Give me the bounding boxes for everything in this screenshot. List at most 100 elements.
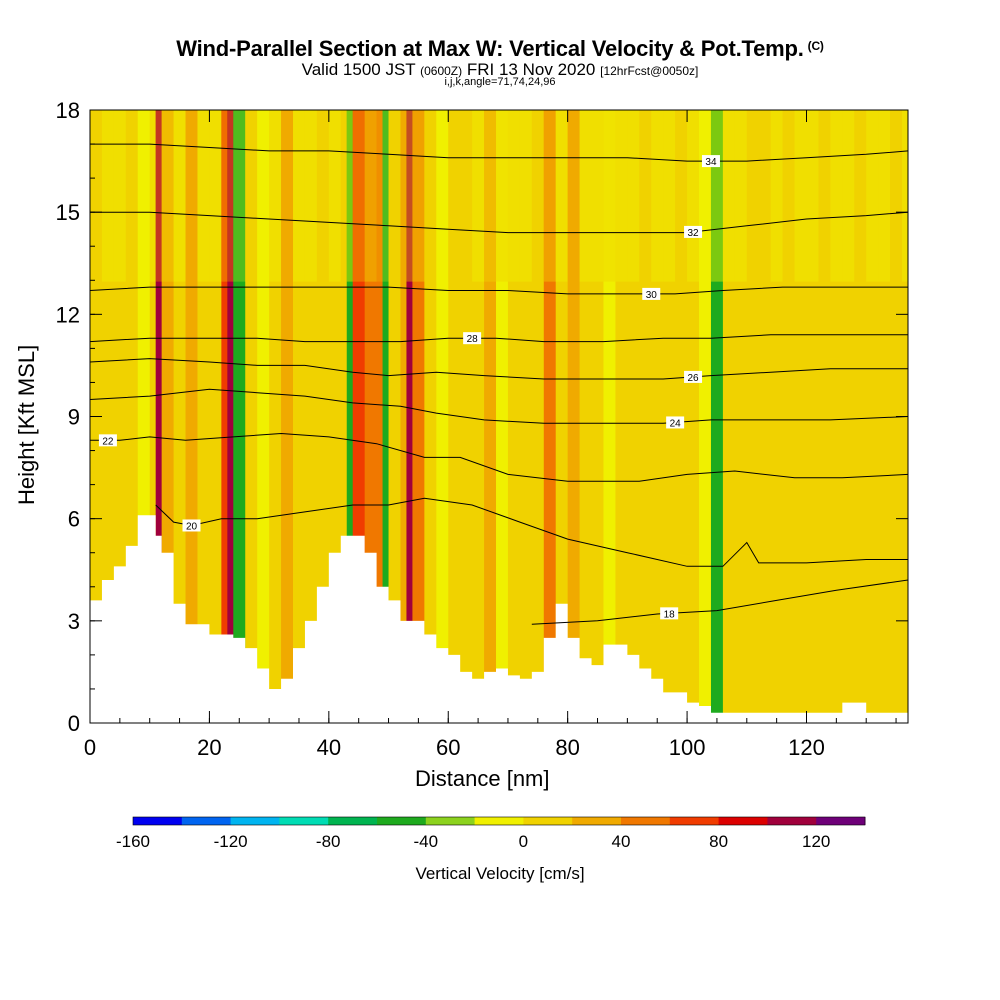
velocity-column-upper — [448, 110, 461, 282]
velocity-column-upper — [149, 110, 157, 282]
velocity-column-upper — [400, 110, 408, 282]
velocity-column-upper — [388, 110, 402, 282]
velocity-column-upper — [257, 110, 270, 282]
terrain-mask — [90, 515, 908, 723]
velocity-column — [758, 110, 772, 723]
velocity-column-upper — [710, 110, 724, 282]
velocity-column-upper — [519, 110, 533, 282]
velocity-column-upper — [173, 110, 187, 282]
isentrope-label-box — [182, 519, 201, 532]
velocity-column-upper — [436, 110, 449, 282]
isentrope-label-box — [98, 434, 117, 447]
isentrope-label: 18 — [664, 609, 676, 620]
isentrope-label: 20 — [186, 521, 198, 532]
velocity-column-upper — [197, 110, 211, 282]
velocity-column — [197, 110, 211, 723]
velocity-column — [293, 110, 306, 723]
colorbar-swatch — [718, 817, 768, 825]
isentrope-line — [90, 388, 908, 424]
subtitle-valid: Valid 1500 JST — [301, 60, 416, 79]
velocity-column-upper — [543, 110, 557, 282]
velocity-column-upper — [155, 110, 163, 282]
velocity-column-upper — [770, 110, 784, 282]
colorbar-swatch — [816, 817, 866, 825]
velocity-column-upper — [794, 110, 808, 282]
isentrope-line — [90, 432, 908, 482]
velocity-column — [651, 110, 664, 723]
chart-title-mark: (C) — [807, 39, 824, 53]
velocity-column — [281, 110, 294, 723]
isentrope-line — [90, 358, 908, 380]
colorbar-tick-label: 40 — [612, 832, 631, 851]
velocity-column-upper — [699, 110, 712, 282]
colorbar-swatch — [621, 817, 671, 825]
isentrope-label: 34 — [705, 157, 717, 168]
colorbar-swatch — [133, 817, 183, 825]
y-tick-label: 3 — [68, 609, 80, 634]
x-tick-label: 60 — [436, 735, 460, 760]
velocity-column — [448, 110, 461, 723]
velocity-column — [496, 110, 509, 723]
colorbar-border — [132, 816, 866, 826]
velocity-column — [806, 110, 820, 723]
chart-title-line: Wind-Parallel Section at Max W: Vertical… — [0, 36, 1000, 62]
isentrope-label: 24 — [670, 418, 682, 429]
velocity-column-upper — [412, 110, 425, 282]
isentrope-line — [90, 286, 908, 295]
velocity-column — [722, 110, 736, 723]
colorbar-swatch — [230, 817, 280, 825]
isentrope-label: 28 — [467, 334, 479, 345]
velocity-column-upper — [328, 110, 342, 282]
velocity-column-upper — [101, 110, 115, 282]
velocity-column — [155, 110, 163, 723]
velocity-column-upper — [902, 110, 908, 282]
velocity-column-upper — [663, 110, 676, 282]
velocity-column-upper — [830, 110, 843, 282]
velocity-column-upper — [687, 110, 700, 282]
colorbar-tick-label: -120 — [214, 832, 248, 851]
velocity-column-upper — [627, 110, 640, 282]
velocity-column-upper — [382, 110, 390, 282]
subtitle-zulu: (0600Z) — [420, 64, 463, 78]
velocity-column-upper — [221, 110, 228, 282]
velocity-column-upper — [484, 110, 497, 282]
velocity-column — [221, 110, 228, 723]
velocity-column-upper — [806, 110, 820, 282]
velocity-column-upper — [376, 110, 384, 282]
colorbar-swatch — [377, 817, 427, 825]
velocity-column — [436, 110, 449, 723]
velocity-column-upper — [227, 110, 234, 282]
colorbar-swatch — [181, 817, 232, 825]
velocity-column — [472, 110, 485, 723]
velocity-column — [710, 110, 724, 723]
velocity-column — [543, 110, 557, 723]
velocity-column-upper — [555, 110, 569, 282]
velocity-column-upper — [460, 110, 473, 282]
isentrope-label-box — [684, 370, 703, 383]
velocity-column — [770, 110, 784, 723]
velocity-column-upper — [113, 110, 127, 282]
x-axis-label: Distance [nm] — [415, 766, 550, 791]
x-tick-label: 100 — [669, 735, 706, 760]
velocity-column — [818, 110, 831, 723]
velocity-column — [382, 110, 390, 723]
isentrope-label-box — [666, 416, 685, 429]
velocity-column — [507, 110, 521, 723]
colorbar-swatch — [669, 817, 720, 825]
isentrope-label: 30 — [646, 290, 658, 301]
velocity-column — [346, 110, 354, 723]
velocity-column-upper — [209, 110, 222, 282]
velocity-column — [519, 110, 533, 723]
y-tick-label: 0 — [68, 711, 80, 736]
isentrope-label: 26 — [687, 373, 699, 384]
colorbar-swatch — [279, 817, 329, 825]
velocity-column — [406, 110, 414, 723]
isentrope-label: 22 — [102, 436, 114, 447]
colorbar: -160 -120 -80 -40 0 40 80 120 — [116, 816, 866, 851]
velocity-column — [484, 110, 497, 723]
isentrope-line — [90, 143, 908, 162]
plot-frame: 0 20 40 60 80 100 120 0 3 6 9 12 15 18 — [56, 98, 909, 760]
velocity-column — [185, 110, 199, 723]
velocity-column — [376, 110, 384, 723]
